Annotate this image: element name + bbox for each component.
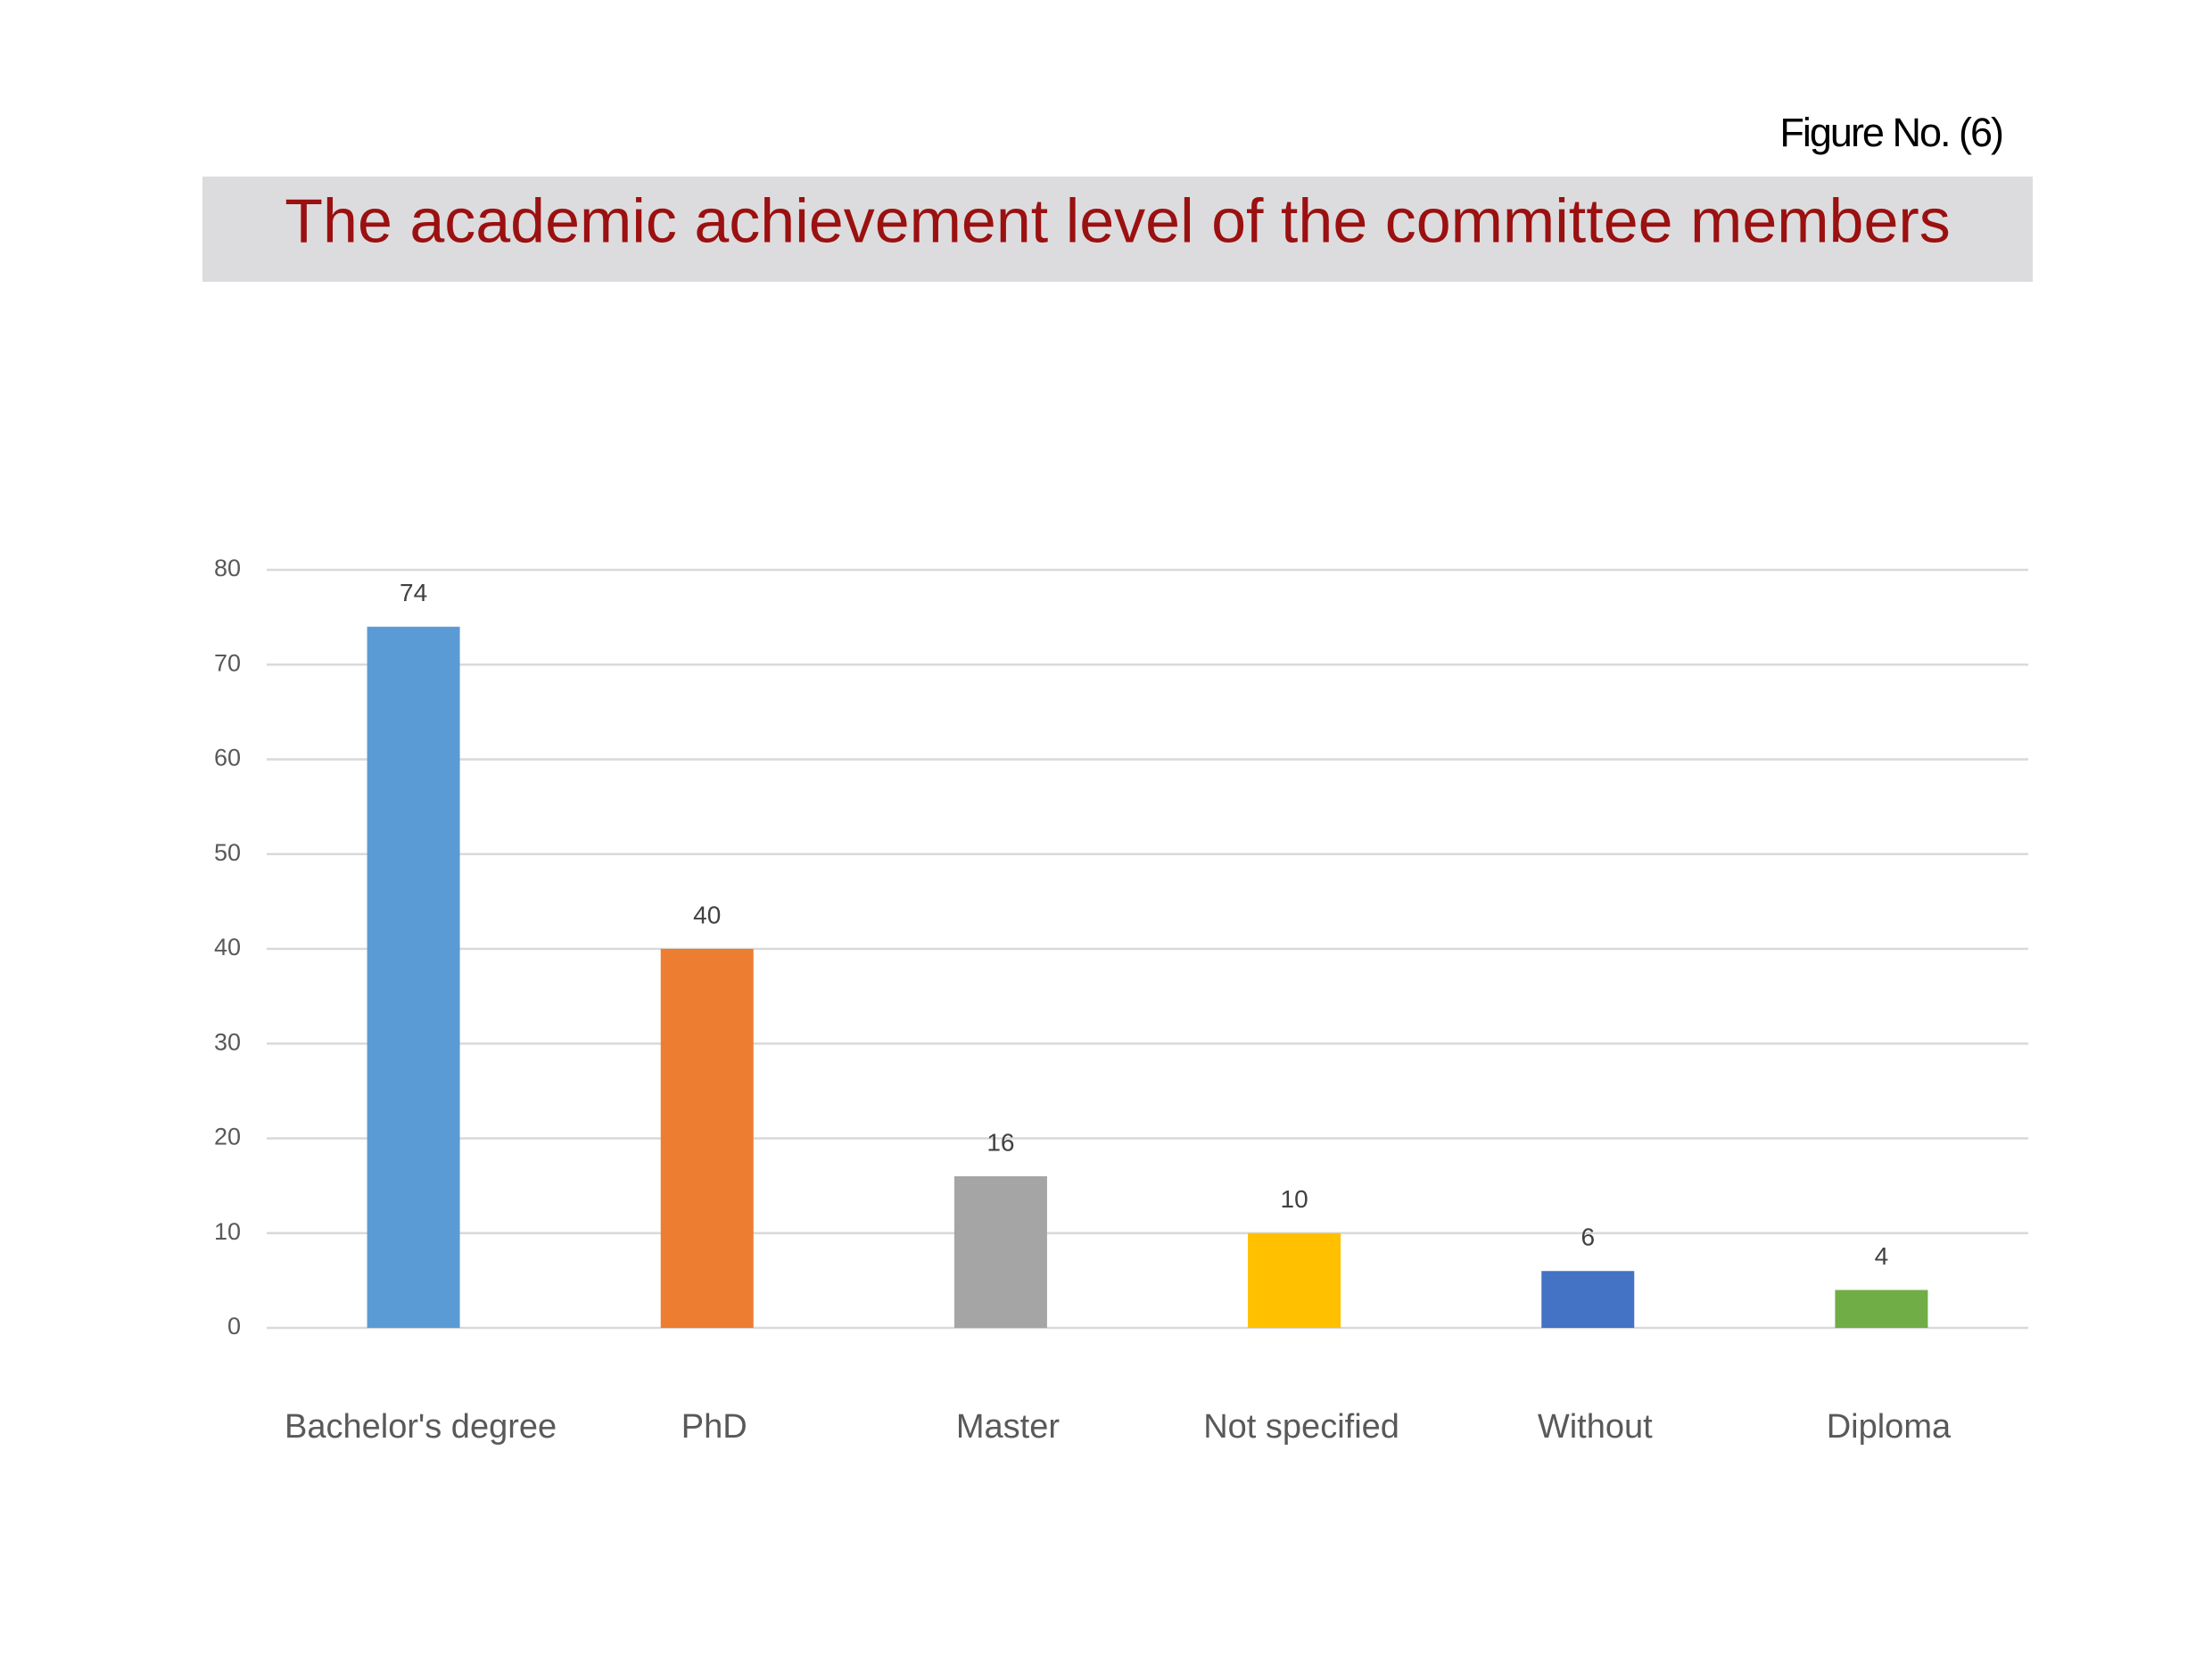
y-tick-label: 0 [227, 1313, 241, 1339]
bar [953, 1176, 1047, 1328]
value-label: 16 [986, 1128, 1014, 1156]
chart-title: The academic achievement level of the co… [285, 185, 1950, 255]
value-label: 74 [400, 579, 427, 606]
y-tick-label: 80 [214, 555, 241, 581]
x-tick-label: Bachelor's degree [285, 1408, 557, 1446]
bar [1541, 1271, 1635, 1328]
bar [1835, 1290, 1928, 1328]
value-label: 40 [693, 901, 721, 928]
x-tick-label: Master [956, 1408, 1060, 1446]
x-tick-label: Diploma [1827, 1408, 1952, 1446]
y-tick-label: 10 [214, 1218, 241, 1245]
y-tick-label: 40 [214, 934, 241, 960]
bar [367, 626, 460, 1328]
y-tick-label: 20 [214, 1124, 241, 1150]
value-label: 6 [1581, 1224, 1595, 1251]
y-tick-label: 60 [214, 745, 241, 771]
value-label: 4 [1875, 1242, 1889, 1270]
y-tick-label: 70 [214, 649, 241, 676]
x-tick-label: Without [1538, 1408, 1653, 1446]
bar [1248, 1232, 1341, 1328]
value-label: 10 [1281, 1185, 1308, 1213]
x-tick-label: Not specified [1203, 1408, 1399, 1446]
x-tick-label: PhD [681, 1408, 747, 1446]
bar [660, 949, 754, 1328]
y-tick-label: 30 [214, 1028, 241, 1055]
figure-label: Figure No. (6) [1779, 110, 2002, 155]
title-box [202, 177, 2033, 282]
y-tick-label: 50 [214, 839, 241, 866]
